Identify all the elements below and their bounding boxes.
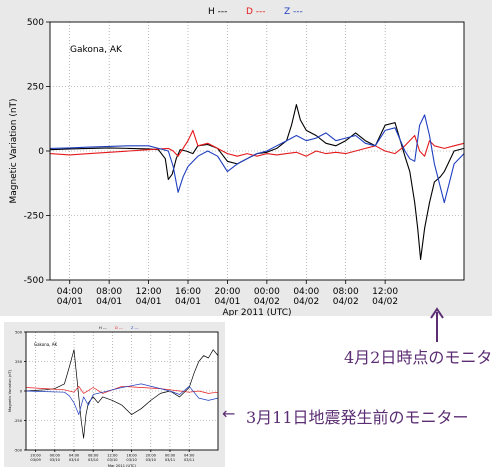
x-tick-label-date: 04/01 xyxy=(96,297,122,307)
y-tick-label: 0 xyxy=(20,389,23,393)
x-axis-label: Apr 2011 (UTC) xyxy=(222,308,291,316)
x-tick-label-date: 04/02 xyxy=(254,297,280,307)
x-tick-label-date: 04/02 xyxy=(333,297,359,307)
series-line-d xyxy=(49,129,465,157)
legend-entry-z: Z --- xyxy=(131,326,139,330)
x-tick-label-date: 04/01 xyxy=(136,297,162,307)
x-tick-label-time: 20:00 xyxy=(146,454,157,458)
x-tick-label-date: 04/02 xyxy=(293,297,319,307)
caption-march-11: 3月11日地震発生前のモニター xyxy=(246,408,469,427)
station-annotation: Gakona, AK xyxy=(34,342,57,347)
legend-entry-d: D --- xyxy=(115,326,124,330)
legend-entry-d: D --- xyxy=(246,7,266,17)
x-tick-label-date: 03/10 xyxy=(88,458,99,462)
x-tick-label-time: 16:00 xyxy=(126,454,137,458)
inset-chart-panel: 500 250 0 -250 -500 20:00 03/09 00:00 03/10 04:00… xyxy=(4,322,225,468)
y-tick-label: 250 xyxy=(27,83,44,93)
y-tick-label: 250 xyxy=(15,360,23,364)
caption-april-2: 4月2日時点のモニター xyxy=(344,348,492,367)
main-chart: 5002500-250-50004:0004/0108:0004/0112:00… xyxy=(9,7,465,318)
x-tick-label-time: 04:00 xyxy=(184,454,195,458)
x-tick-label-date: 03/11 xyxy=(165,458,175,462)
x-tick-label-date: 04/02 xyxy=(372,297,398,307)
y-tick-label: -500 xyxy=(14,448,23,452)
series-line-h xyxy=(49,104,465,260)
x-tick-label-date: 03/11 xyxy=(184,458,194,462)
left-arrow-icon: ← xyxy=(222,404,236,423)
x-tick-label-time: 12:00 xyxy=(107,454,118,458)
x-tick-label-date: 04/01 xyxy=(57,297,83,307)
station-annotation: Gakona, AK xyxy=(70,45,123,55)
x-tick-label-date: 03/10 xyxy=(146,458,157,462)
y-axis-label: Magnetic Variation (nT) xyxy=(9,98,19,203)
x-tick-label-time: 12:00 xyxy=(136,287,162,297)
legend-entry-h: H --- xyxy=(99,326,107,330)
x-tick-label-date: 03/10 xyxy=(50,458,61,462)
x-tick-label-time: 08:00 xyxy=(88,454,99,458)
legend-entry-h: H --- xyxy=(208,7,227,17)
x-tick-label-date: 03/10 xyxy=(69,458,80,462)
y-axis-label: Magnetic Variation (nT) xyxy=(8,369,12,412)
x-tick-label-time: 00:00 xyxy=(254,287,280,297)
x-tick-label-time: 16:00 xyxy=(175,287,201,297)
x-tick-label-time: 04:00 xyxy=(69,454,80,458)
up-arrow-icon xyxy=(430,307,444,342)
x-tick-label-time: 08:00 xyxy=(333,287,359,297)
y-tick-label: 0 xyxy=(38,147,44,157)
x-axis-label: Mar 2011 (UTC) xyxy=(108,464,137,467)
x-tick-label-date: 03/10 xyxy=(126,458,137,462)
x-tick-label-date: 04/01 xyxy=(214,297,240,307)
x-tick-label-time: 04:00 xyxy=(57,287,83,297)
x-tick-label-time: 08:00 xyxy=(96,287,122,297)
y-tick-label: 500 xyxy=(15,330,23,334)
series-line-h xyxy=(25,349,219,439)
y-tick-label: 500 xyxy=(27,18,44,28)
x-tick-label-date: 04/01 xyxy=(175,297,201,307)
main-chart-panel: 500 250 0 -250 -500 04:00 04/01 08:00 04/01 12:00… xyxy=(0,0,492,318)
x-tick-label-time: 00:00 xyxy=(50,454,61,458)
x-tick-label-date: 03/10 xyxy=(107,458,118,462)
series-line-d xyxy=(25,385,219,394)
inset-chart: 5002500-250-50020:0003/0900:0003/1004:00… xyxy=(8,326,219,468)
plot-frame xyxy=(25,331,219,451)
series-line-z xyxy=(25,383,219,415)
x-tick-label-time: 04:00 xyxy=(293,287,319,297)
legend-entry-z: Z --- xyxy=(284,7,303,17)
y-tick-label: -250 xyxy=(24,212,45,222)
y-tick-label: -250 xyxy=(14,419,23,423)
x-tick-label-time: 00:00 xyxy=(165,454,176,458)
x-tick-label-time: 12:00 xyxy=(372,287,398,297)
series-line-z xyxy=(49,114,465,204)
x-tick-label-date: 03/09 xyxy=(30,458,41,462)
x-tick-label-time: 20:00 xyxy=(30,454,41,458)
x-tick-label-time: 20:00 xyxy=(214,287,240,297)
y-tick-label: -500 xyxy=(24,276,45,286)
plot-frame xyxy=(49,21,465,281)
